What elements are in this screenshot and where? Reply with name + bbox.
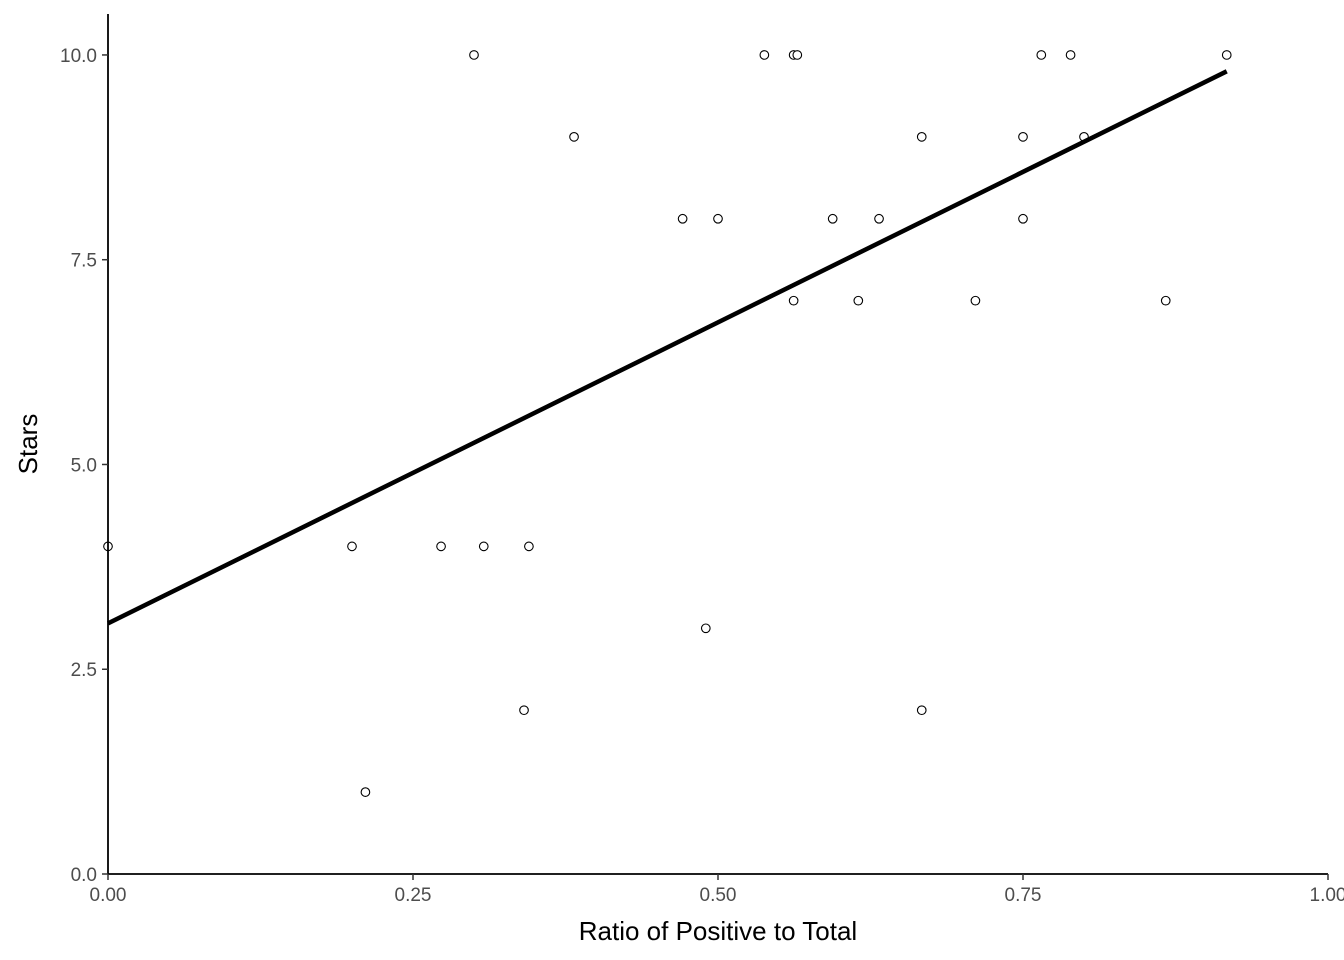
data-point [916,132,927,142]
data-point [970,295,981,306]
fit-line-layer [107,69,1228,626]
x-tick-label: 0.75 [1005,885,1042,906]
data-point [700,623,711,634]
y-tick-label: 7.5 [71,251,97,272]
data-point [1018,132,1028,142]
y-tick-label: 0.0 [71,865,97,886]
x-axis-title: Ratio of Positive to Total [579,916,857,946]
data-point [853,295,864,306]
x-tick-label: 1.00 [1310,885,1344,906]
x-tick-label: 0.00 [90,885,127,906]
data-point [874,213,884,224]
axes [102,14,1329,880]
data-point [1018,213,1028,224]
data-point [1221,50,1232,60]
data-point [347,541,357,552]
data-point [759,50,770,60]
data-point [1160,295,1171,306]
data-point [436,541,446,552]
data-point [827,213,838,224]
regression-line [107,69,1228,626]
tick-labels: 0.00 0.25 0.50 0.75 1.00 0.0 2.5 5.0 7.5 10.0 [60,46,1344,906]
data-point [788,295,799,306]
y-tick-label: 5.0 [71,455,97,476]
y-tick-label: 10.0 [60,46,97,67]
data-point [360,787,371,797]
data-point [1065,50,1076,60]
x-tick-label: 0.50 [700,885,737,906]
data-point [916,705,927,716]
x-tick-label: 0.25 [395,885,432,906]
y-tick-label: 2.5 [71,660,97,681]
data-point [519,705,529,716]
data-point [569,132,579,142]
y-axis-title: Stars [13,414,43,475]
data-point [713,213,723,224]
data-point [677,213,688,224]
data-points [103,50,1232,797]
data-point [478,541,489,552]
data-point [524,541,534,552]
data-point [792,50,803,60]
data-point [1036,50,1047,60]
data-point [469,50,479,60]
